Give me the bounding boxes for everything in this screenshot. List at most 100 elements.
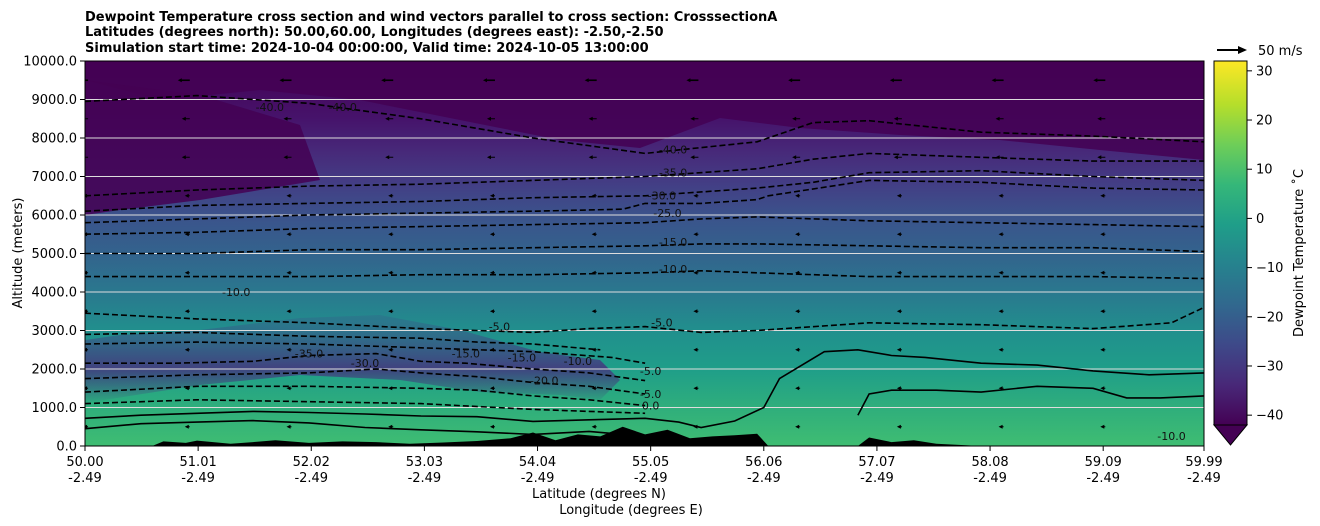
isotherm-line — [85, 269, 1204, 280]
colorbar-tick-label: −30 — [1256, 359, 1283, 374]
wind-vector — [85, 156, 89, 158]
isotherm-contours — [85, 94, 1204, 438]
wind-vector — [795, 232, 801, 237]
x-tick-label-lon: -2.49 — [747, 471, 781, 486]
contour-label: -10.0 — [659, 263, 687, 276]
wind-vector — [1100, 424, 1106, 429]
wind-vector — [286, 193, 292, 198]
wind-vector — [591, 270, 597, 275]
wind-vector — [792, 116, 801, 121]
wind-vector — [489, 347, 495, 352]
isotherm-line — [85, 352, 646, 382]
isotherm-line — [85, 179, 1204, 224]
isotherm-line — [85, 419, 646, 438]
y-tick-label: 5000.0 — [32, 247, 78, 262]
colorbar-tick-label: 10 — [1256, 163, 1273, 178]
x-tick-label-lon: -2.49 — [860, 471, 894, 486]
contour-label: -25.0 — [653, 207, 681, 220]
colorbar-extend-min — [1212, 424, 1249, 446]
wind-vector — [489, 232, 495, 237]
wind-vector — [184, 270, 190, 275]
upper-dry-region — [85, 61, 1204, 160]
wind-vector — [693, 386, 699, 391]
wind-vector — [286, 347, 292, 352]
y-axis-ticks: 0.0 1000.0 2000.0 3000.0 4000.0 5000.0 6000.0 7… — [23, 55, 85, 455]
wind-vector — [896, 232, 902, 237]
x-tick-label-lon: -2.49 — [294, 471, 328, 486]
isotherm-line — [85, 331, 601, 351]
colorbar-tick-label: 20 — [1256, 114, 1273, 129]
wind-vector — [85, 309, 89, 314]
wind-vector — [85, 118, 89, 120]
wind-vector — [286, 424, 292, 429]
x-tick-label-lon: -2.49 — [1187, 471, 1221, 486]
dry-layer-region — [85, 315, 620, 403]
contour-label: -10.0 — [1157, 430, 1185, 443]
contour-label: -35.0 — [659, 167, 687, 180]
wind-vector — [588, 155, 597, 160]
contour-label: -5.0 — [640, 365, 661, 378]
wind-vector — [690, 155, 699, 160]
wind-vector — [184, 193, 190, 198]
upper-dry-tongue — [85, 80, 320, 215]
x-axis-ticks: 50.00-2.4951.01-2.4952.02-2.4953.03-2.49… — [66, 446, 1223, 486]
wind-vector — [998, 193, 1004, 198]
y-tick-label: 3000.0 — [32, 324, 78, 339]
wind-vector — [591, 232, 597, 237]
colorbar-tick-label: 0 — [1256, 212, 1264, 227]
x-tick-label-lat: 59.99 — [1185, 455, 1222, 470]
wind-vector — [85, 424, 89, 429]
contour-label: -35.0 — [295, 347, 323, 360]
wind-vector — [85, 347, 89, 352]
wind-vector — [286, 309, 292, 314]
wind-vector — [286, 386, 292, 391]
wind-vector — [693, 347, 699, 352]
wind-vector — [795, 270, 801, 275]
wind-vector — [795, 424, 801, 429]
wind-vector — [388, 386, 394, 391]
wind-vector — [388, 270, 394, 275]
y-tick-label: 1000.0 — [32, 401, 78, 416]
x-tick-label-lon: -2.49 — [634, 471, 668, 486]
wind-vector — [998, 270, 1004, 275]
chart-title-line-2: Latitudes (degrees north): 50.00,60.00, … — [85, 25, 664, 40]
contour-labels: 0.0-5.0-5.0-5.0-5.0-10.0-10.0-10.0-15.0-… — [222, 101, 1186, 443]
chart-title-line-3: Simulation start time: 2024-10-04 00:00:… — [85, 41, 649, 56]
colorbar-ticks: −40 −30 −20 −10 0 10 20 30 — [1247, 64, 1283, 424]
isotherm-line — [85, 169, 1204, 212]
isotherm-line — [857, 385, 1204, 416]
wind-vector — [489, 424, 495, 429]
wind-reference-arrowhead — [1238, 46, 1247, 54]
wind-vector — [991, 78, 1004, 83]
contour-label: -40.0 — [256, 101, 284, 114]
contour-label: -40.0 — [328, 101, 356, 114]
wind-vector — [896, 386, 902, 391]
y-tick-label: 6000.0 — [32, 209, 78, 224]
colorbar-label: Dewpoint Temperature ˚C — [1291, 169, 1307, 337]
wind-vector — [896, 270, 902, 275]
x-tick-label-lon: -2.49 — [521, 471, 555, 486]
x-tick-label-lat: 56.06 — [745, 455, 782, 470]
isotherm-line — [85, 385, 646, 407]
x-tick-label-lat: 55.05 — [632, 455, 669, 470]
colorbar-tick-label: 30 — [1256, 64, 1273, 79]
wind-vector — [896, 309, 902, 314]
wind-vector — [588, 116, 597, 121]
wind-vector — [486, 155, 495, 160]
terrain-silhouette — [85, 426, 1204, 446]
wind-vector — [1100, 193, 1106, 198]
wind-vector — [896, 347, 902, 352]
wind-vector — [693, 309, 699, 314]
wind-vector — [184, 424, 190, 429]
wind-vector — [693, 232, 699, 237]
wind-vector — [85, 79, 89, 82]
wind-vector — [693, 424, 699, 429]
isotherm-line — [85, 94, 1204, 155]
wind-vector — [85, 193, 89, 198]
contour-label: -10.0 — [222, 286, 250, 299]
x-tick-label-lat: 59.09 — [1085, 455, 1122, 470]
wind-vector — [889, 78, 902, 83]
wind-vector — [896, 424, 902, 429]
x-tick-label-lat: 54.04 — [519, 455, 556, 470]
wind-vector — [181, 155, 190, 160]
